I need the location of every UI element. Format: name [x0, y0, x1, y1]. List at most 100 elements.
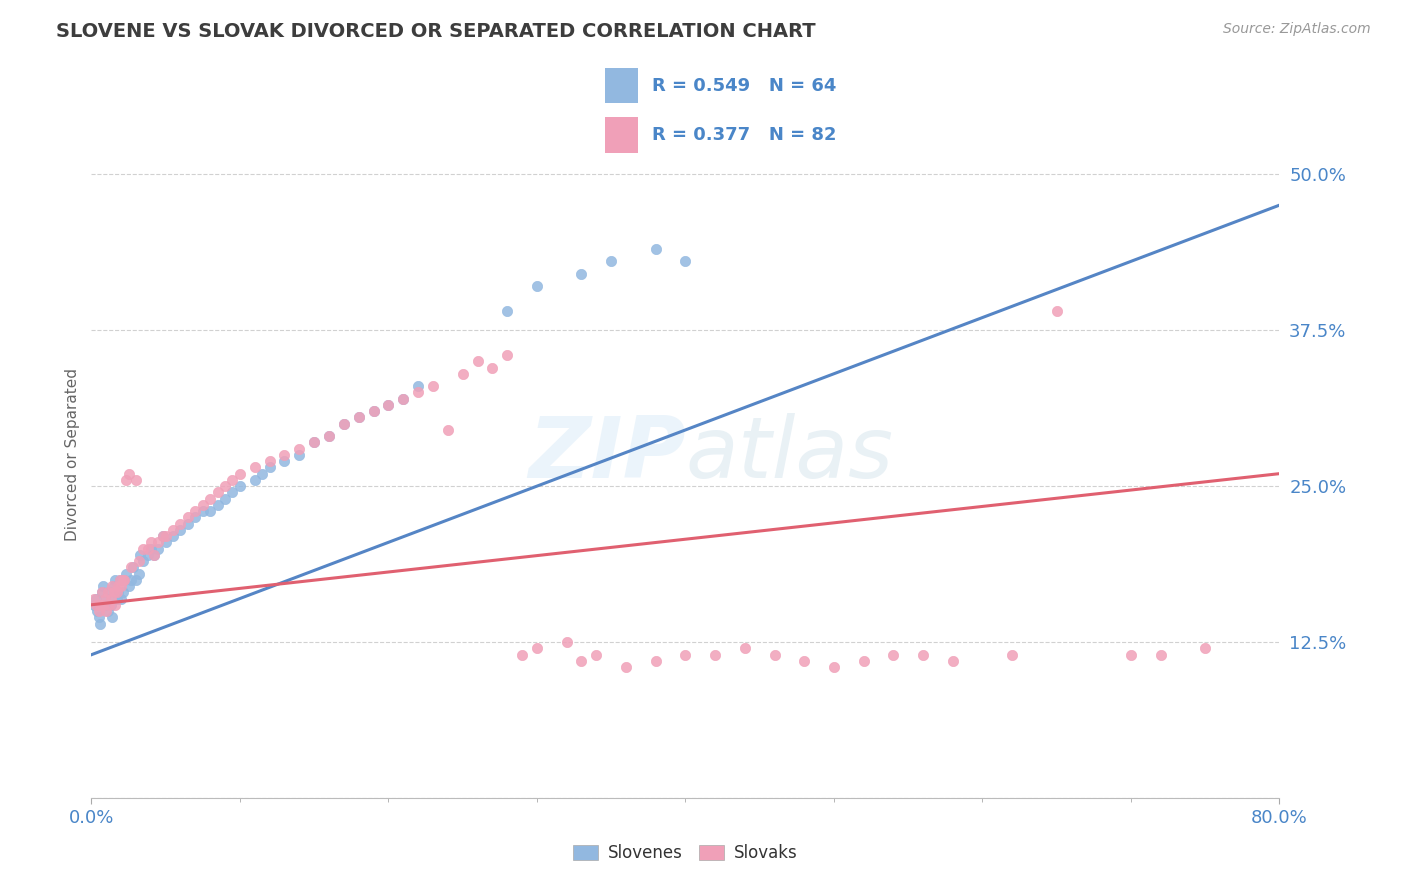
Point — [911, 648, 934, 662]
Point — [96, 591, 118, 606]
Text: R = 0.549   N = 64: R = 0.549 N = 64 — [651, 77, 837, 95]
Point — [1194, 641, 1216, 656]
Point — [136, 548, 159, 562]
Point — [83, 591, 105, 606]
Point — [377, 398, 399, 412]
Point — [148, 535, 170, 549]
Point — [673, 254, 696, 268]
Point — [122, 560, 145, 574]
Point — [243, 473, 266, 487]
Point — [169, 523, 191, 537]
Point — [90, 585, 112, 599]
Point — [288, 442, 311, 456]
Point — [259, 460, 281, 475]
Point — [1001, 648, 1024, 662]
Point — [89, 598, 111, 612]
Point — [100, 591, 122, 606]
Point — [200, 504, 222, 518]
Point — [377, 398, 399, 412]
Point — [107, 585, 129, 599]
Point — [273, 454, 295, 468]
Point — [734, 641, 756, 656]
Point — [108, 573, 131, 587]
Point — [103, 585, 125, 599]
Point — [1046, 304, 1069, 318]
Point — [97, 585, 120, 599]
Point — [121, 560, 143, 574]
Text: SLOVENE VS SLOVAK DIVORCED OR SEPARATED CORRELATION CHART: SLOVENE VS SLOVAK DIVORCED OR SEPARATED … — [56, 22, 815, 41]
Point — [100, 598, 122, 612]
Point — [392, 392, 415, 406]
Point — [333, 417, 356, 431]
Point — [571, 654, 593, 668]
Point — [114, 473, 136, 487]
Point — [152, 529, 174, 543]
Point — [111, 573, 134, 587]
Point — [117, 579, 139, 593]
Point — [129, 548, 152, 562]
Point — [392, 392, 415, 406]
Point — [169, 516, 191, 531]
Point — [882, 648, 904, 662]
Point — [155, 535, 177, 549]
Point — [793, 654, 815, 668]
Point — [139, 541, 162, 556]
Point — [644, 242, 666, 256]
Point — [347, 410, 370, 425]
Point — [555, 635, 578, 649]
Point — [87, 610, 110, 624]
Point — [585, 648, 607, 662]
Point — [132, 554, 155, 568]
Y-axis label: Divorced or Separated: Divorced or Separated — [65, 368, 80, 541]
Point — [110, 591, 132, 606]
Point — [97, 604, 120, 618]
Point — [191, 498, 214, 512]
Point — [125, 473, 148, 487]
Point — [98, 598, 121, 612]
Point — [142, 548, 165, 562]
Point — [155, 529, 177, 543]
Point — [108, 573, 131, 587]
Point — [451, 367, 474, 381]
Point — [83, 598, 105, 612]
Bar — [606, 117, 638, 153]
Point — [467, 354, 489, 368]
Point — [103, 579, 125, 593]
Point — [229, 467, 252, 481]
Point — [406, 385, 429, 400]
Point — [1119, 648, 1142, 662]
Point — [363, 404, 385, 418]
Point — [162, 529, 184, 543]
Point — [94, 598, 117, 612]
Text: atlas: atlas — [685, 413, 893, 497]
Point — [436, 423, 458, 437]
Point — [318, 429, 340, 443]
Point — [84, 598, 107, 612]
Point — [184, 504, 207, 518]
Point — [91, 579, 114, 593]
Point — [406, 379, 429, 393]
Point — [112, 573, 135, 587]
Point — [496, 348, 519, 362]
Point — [481, 360, 503, 375]
Point — [200, 491, 222, 506]
Point — [526, 641, 548, 656]
Point — [273, 448, 295, 462]
Point — [142, 548, 165, 562]
Point — [184, 510, 207, 524]
Point — [107, 579, 129, 593]
Point — [89, 616, 111, 631]
Point — [526, 279, 548, 293]
Point — [162, 523, 184, 537]
Point — [259, 454, 281, 468]
Point — [221, 485, 243, 500]
Point — [94, 591, 117, 606]
Point — [132, 541, 155, 556]
Point — [152, 529, 174, 543]
Point — [600, 254, 623, 268]
Point — [214, 491, 236, 506]
Point — [302, 435, 325, 450]
Point — [110, 579, 132, 593]
Point — [90, 585, 112, 599]
Point — [207, 498, 229, 512]
